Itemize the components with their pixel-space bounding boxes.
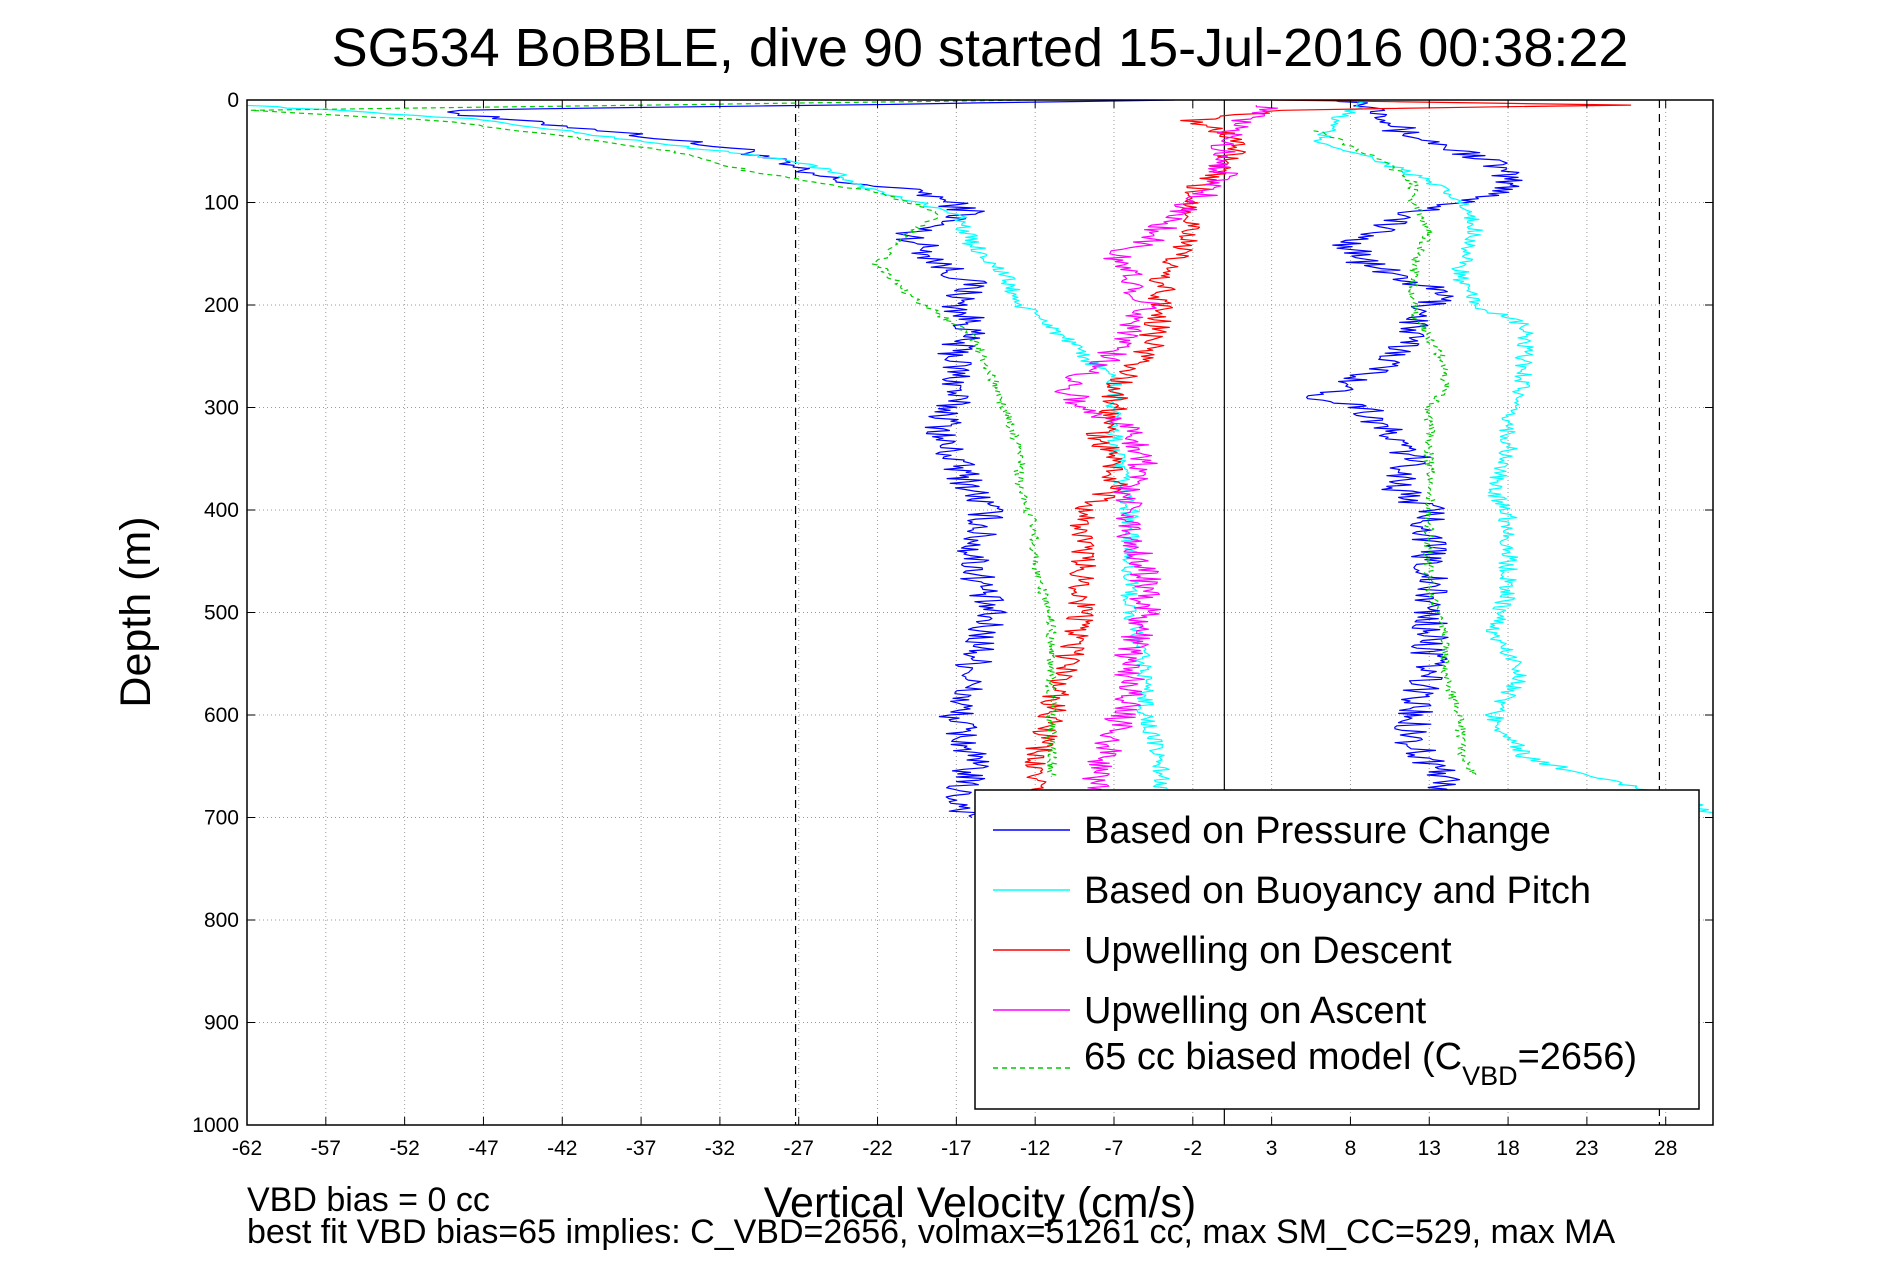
x-tick-label: -2	[1183, 1137, 1202, 1160]
vbd-bias-note: VBD bias = 0 cc	[247, 1181, 490, 1219]
x-tick-label: -42	[547, 1137, 577, 1160]
series-line-6	[249, 100, 1058, 778]
y-tick-label: 400	[204, 499, 239, 522]
x-tick-label: -27	[784, 1137, 814, 1160]
y-tick-label: 600	[204, 704, 239, 727]
x-axis-label: Vertical Velocity (cm/s)	[764, 1179, 1197, 1227]
x-tick-label: -52	[389, 1137, 419, 1160]
x-tick-label: 13	[1418, 1137, 1441, 1160]
series-line-7	[1313, 130, 1478, 777]
series-line-1	[1305, 100, 1523, 798]
x-tick-label: -62	[232, 1137, 262, 1160]
y-tick-label: 1000	[192, 1114, 239, 1137]
legend-model-subscript: VBD	[1462, 1061, 1518, 1091]
series-group	[247, 100, 1713, 819]
legend-label-3: Upwelling on Ascent	[1084, 990, 1427, 1032]
x-tick-label: -47	[468, 1137, 498, 1160]
series-line-2	[247, 104, 1171, 819]
series-line-3	[1313, 100, 1713, 818]
x-axis: -62 -57 -52 -47 -42 -37 -32 -27 -22 -17 -12 -7 -2 3 8 1…	[232, 100, 1677, 1160]
legend-box	[974, 789, 1700, 1110]
grid-lines	[246, 99, 1713, 1126]
x-tick-label: 28	[1654, 1137, 1677, 1160]
series-line-4	[1007, 100, 1632, 819]
x-tick-label: -12	[1020, 1137, 1050, 1160]
legend-label-2: Upwelling on Descent	[1084, 930, 1452, 972]
x-tick-label: 8	[1345, 1137, 1357, 1160]
y-tick-label: 500	[204, 602, 239, 625]
x-tick-label: -7	[1105, 1137, 1124, 1160]
x-tick-label: 18	[1496, 1137, 1519, 1160]
legend-label-1: Based on Buoyancy and Pitch	[1084, 870, 1591, 912]
legend-model-suffix: =2656)	[1518, 1036, 1637, 1078]
legend-label-model: 65 cc biased model (CVBD=2656)	[1084, 1036, 1637, 1091]
legend: Based on Pressure Change Based on Buoyanc…	[974, 789, 1700, 1110]
y-tick-label: 0	[227, 89, 239, 112]
legend-label-0: Based on Pressure Change	[1084, 810, 1551, 852]
y-axis-label: Depth (m)	[112, 516, 160, 707]
series-line-0	[447, 100, 1175, 819]
series-line-5	[1054, 105, 1279, 798]
best-fit-note: best fit VBD bias=65 implies: C_VBD=2656…	[247, 1213, 1616, 1251]
y-tick-label: 300	[204, 397, 239, 420]
x-tick-label: 3	[1266, 1137, 1278, 1160]
x-tick-label: -57	[311, 1137, 341, 1160]
y-tick-label: 100	[204, 192, 239, 215]
y-tick-label: 800	[204, 909, 239, 932]
x-tick-label: -17	[941, 1137, 971, 1160]
legend-model-prefix: 65 cc biased model (C	[1084, 1036, 1462, 1078]
x-tick-label: -22	[862, 1137, 892, 1160]
y-tick-label: 900	[204, 1012, 239, 1035]
y-tick-label: 700	[204, 807, 239, 830]
y-axis: 0 100 200 300 400 500 600 700 800 900 1000	[192, 89, 1713, 1137]
x-tick-label: -37	[626, 1137, 656, 1160]
x-tick-label: 23	[1575, 1137, 1598, 1160]
y-tick-label: 200	[204, 294, 239, 317]
chart-title: SG534 BoBBLE, dive 90 started 15-Jul-201…	[332, 18, 1629, 78]
x-tick-label: -32	[705, 1137, 735, 1160]
